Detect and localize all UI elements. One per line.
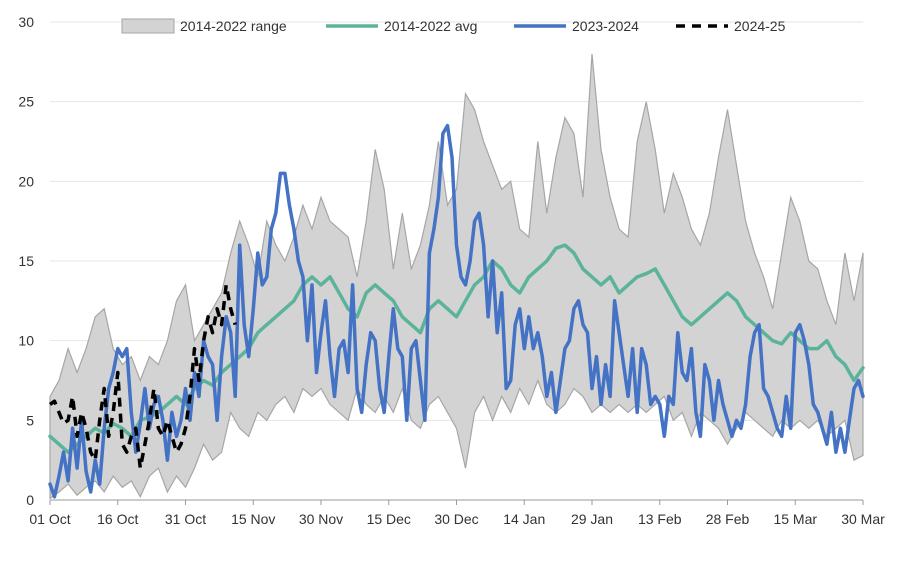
x-tick-label: 13 Feb <box>638 511 682 527</box>
y-tick-label: 10 <box>18 333 34 349</box>
x-tick-label: 16 Oct <box>97 511 138 527</box>
legend-label: 2014-2022 avg <box>384 18 477 34</box>
range-band <box>49 53 864 500</box>
x-tick-label: 15 Dec <box>367 511 411 527</box>
legend-item: 2024-25 <box>676 18 786 34</box>
x-tick-label: 28 Feb <box>706 511 750 527</box>
y-tick-label: 30 <box>18 14 34 30</box>
y-tick-label: 5 <box>26 412 34 428</box>
series-line-2023-2024 <box>48 123 865 499</box>
x-tick-label: 01 Oct <box>29 511 70 527</box>
x-tick-label: 15 Nov <box>231 511 275 527</box>
legend-swatch <box>121 18 175 34</box>
x-tick-label: 30 Dec <box>434 511 478 527</box>
series-line-avg <box>48 243 865 454</box>
y-tick-label: 20 <box>18 173 34 189</box>
series-range-band <box>49 53 864 500</box>
x-tick-label: 15 Mar <box>773 511 817 527</box>
y-tick-label: 0 <box>26 492 34 508</box>
x-tick-label: 14 Jan <box>503 511 545 527</box>
legend: 2014-2022 range 2014-2022 avg 2023-2024 202… <box>121 18 786 34</box>
y-tick-label: 25 <box>18 94 34 110</box>
axes: 0 5 10 15 20 25 30 01 Oct 16 Oct 31 Oct 15 Nov 30 N… <box>18 14 885 527</box>
series-lines <box>48 123 865 499</box>
x-tick-label: 30 Mar <box>841 511 885 527</box>
legend-item: 2014-2022 avg <box>326 18 477 34</box>
x-tick-label: 30 Nov <box>299 511 343 527</box>
legend-item: 2014-2022 range <box>121 18 287 34</box>
legend-label: 2014-2022 range <box>180 18 287 34</box>
legend-label: 2023-2024 <box>572 18 639 34</box>
series-line-2024-25 <box>48 283 237 470</box>
x-tick-label: 29 Jan <box>571 511 613 527</box>
legend-item: 2023-2024 <box>514 18 639 34</box>
y-tick-label: 15 <box>18 253 34 269</box>
x-tick-label: 31 Oct <box>165 511 206 527</box>
legend-label: 2024-25 <box>734 18 786 34</box>
